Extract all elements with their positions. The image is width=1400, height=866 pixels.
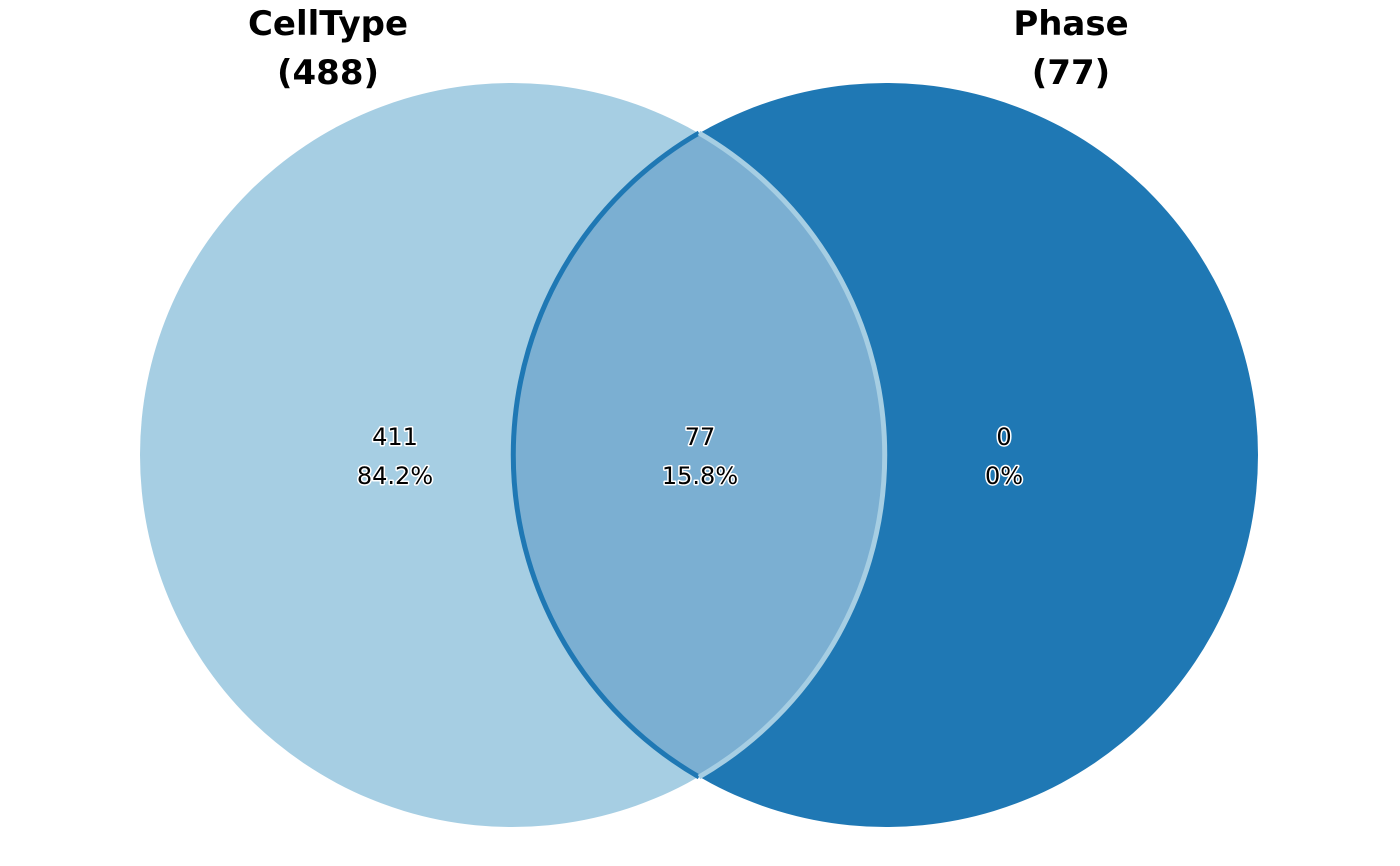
- phase-only-count: 0: [996, 423, 1011, 451]
- celltype-count: (488): [277, 53, 379, 93]
- celltype-only-count: 411: [372, 423, 418, 451]
- celltype-title: CellType: [248, 4, 408, 44]
- celltype-boundary-arc: [697, 130, 888, 780]
- intersection-region: [514, 83, 884, 827]
- intersection-percent: 15.8%: [662, 462, 738, 490]
- intersection-count: 77: [685, 423, 716, 451]
- celltype-only-percent: 84.2%: [357, 462, 433, 490]
- phase-title: Phase: [1013, 4, 1128, 44]
- phase-count: (77): [1032, 53, 1110, 93]
- phase-only-percent: 0%: [985, 462, 1023, 490]
- phase-boundary-arc: [510, 130, 701, 780]
